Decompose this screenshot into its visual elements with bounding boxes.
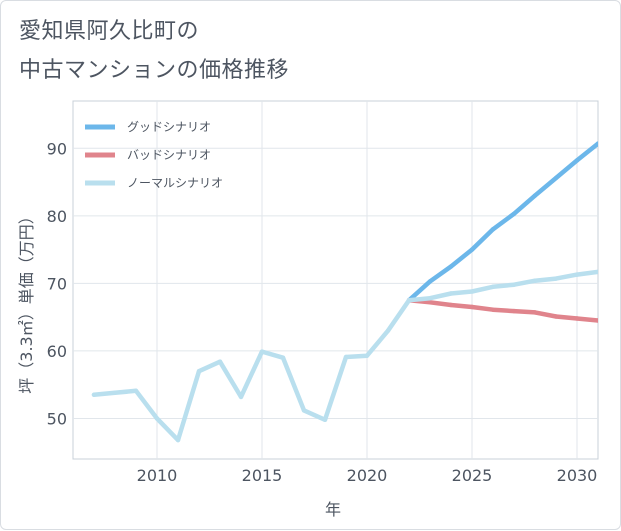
series-layer	[91, 141, 598, 443]
x-tick-label: 2030	[557, 466, 598, 485]
series-point	[427, 300, 433, 305]
y-tick-label: 50	[47, 409, 67, 428]
chart-title-line2: 中古マンションの価格推移	[19, 58, 290, 83]
y-tick-label: 60	[47, 342, 67, 361]
series-line-1	[406, 298, 598, 323]
series-point	[490, 284, 496, 289]
series-point	[490, 307, 496, 312]
series-point	[259, 349, 265, 354]
series-point	[553, 314, 559, 319]
series-point	[595, 269, 598, 275]
series-point	[511, 211, 517, 216]
series-point	[385, 328, 391, 333]
series-point	[301, 408, 307, 413]
y-tick-label: 80	[47, 207, 67, 226]
series-point	[574, 272, 580, 277]
legend-label: バッドシナリオ	[127, 148, 211, 162]
series-point	[154, 416, 160, 421]
series-point	[343, 354, 349, 360]
series-point	[490, 227, 496, 232]
tick-labels: 2010 2015 2020 2025 2030 50 60 70 80 90	[47, 139, 598, 485]
y-axis-title: 坪（3.3㎡）単価（万円）	[17, 208, 36, 393]
series-point	[133, 388, 139, 393]
y-tick-label: 70	[47, 274, 67, 293]
series-point	[448, 291, 454, 296]
series-point	[238, 394, 244, 400]
plot-area	[72, 100, 599, 460]
y-tick-label: 90	[47, 139, 67, 158]
series-point	[574, 158, 580, 163]
series-point	[91, 392, 97, 397]
series-point	[175, 437, 181, 443]
series-point	[532, 310, 538, 315]
series-point	[574, 316, 580, 321]
series-point	[217, 359, 223, 364]
series-point	[595, 141, 598, 146]
series-line-0	[406, 141, 598, 303]
series-point	[553, 276, 559, 281]
x-tick-label: 2015	[242, 466, 283, 485]
series-point	[469, 247, 475, 252]
series-point	[280, 355, 286, 360]
series-point	[532, 193, 538, 198]
legend-label: グッドシナリオ	[127, 120, 211, 134]
series-point	[322, 417, 328, 422]
x-tick-label: 2025	[452, 466, 493, 485]
series-point	[427, 296, 433, 301]
series-point	[406, 298, 412, 303]
series-point	[595, 318, 598, 323]
series-point	[469, 304, 475, 310]
series-point	[469, 289, 475, 294]
legend-label: ノーマルシナリオ	[127, 176, 223, 190]
series-point	[532, 278, 538, 283]
series-point	[364, 353, 370, 358]
x-tick-label: 2020	[347, 466, 388, 485]
x-axis-title: 年	[325, 500, 341, 519]
x-tick-label: 2010	[137, 466, 178, 485]
series-point	[448, 264, 454, 269]
series-point	[511, 308, 517, 314]
series-point	[427, 279, 433, 284]
series-point	[553, 175, 559, 181]
series-point	[112, 390, 118, 395]
series-point	[511, 282, 517, 287]
series-point	[196, 369, 202, 374]
chart-title-line1: 愛知県阿久比町の	[19, 19, 200, 44]
series-point	[448, 302, 454, 308]
